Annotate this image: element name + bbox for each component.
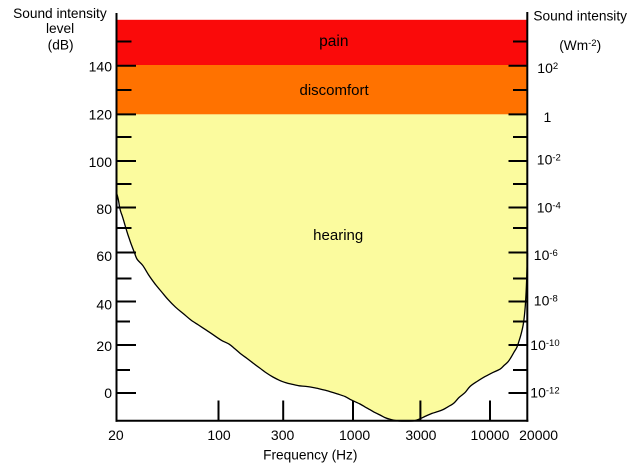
svg-text:20: 20 — [96, 338, 112, 354]
svg-text:10-2: 10-2 — [537, 151, 561, 167]
svg-text:60: 60 — [96, 248, 112, 264]
svg-text:120: 120 — [89, 106, 113, 122]
svg-text:3000: 3000 — [405, 427, 436, 443]
svg-text:level: level — [46, 21, 74, 36]
svg-text:1000: 1000 — [339, 427, 370, 443]
svg-text:10-12: 10-12 — [530, 385, 559, 401]
svg-text:10-10: 10-10 — [530, 337, 559, 353]
svg-text:discomfort: discomfort — [300, 82, 370, 99]
svg-text:10-8: 10-8 — [534, 293, 558, 309]
svg-text:10000: 10000 — [471, 427, 510, 443]
svg-text:1: 1 — [544, 109, 552, 125]
svg-text:(dB): (dB) — [48, 37, 74, 52]
svg-text:80: 80 — [96, 201, 112, 217]
svg-text:100: 100 — [207, 427, 231, 443]
svg-text:hearing: hearing — [313, 227, 363, 244]
svg-text:140: 140 — [89, 59, 113, 75]
svg-text:Sound intensity: Sound intensity — [533, 9, 627, 24]
svg-text:10-6: 10-6 — [534, 247, 558, 263]
svg-text:(Wm-2): (Wm-2) — [559, 38, 601, 53]
svg-text:100: 100 — [89, 154, 113, 170]
svg-text:pain: pain — [319, 33, 348, 50]
svg-text:10-4: 10-4 — [537, 199, 561, 215]
svg-text:Frequency (Hz): Frequency (Hz) — [263, 447, 357, 462]
svg-text:Sound intensity: Sound intensity — [13, 6, 107, 21]
svg-text:102: 102 — [537, 60, 558, 76]
svg-text:0: 0 — [104, 385, 112, 401]
svg-text:20: 20 — [108, 427, 124, 443]
svg-text:20000: 20000 — [519, 427, 558, 443]
svg-text:40: 40 — [96, 296, 112, 312]
svg-text:300: 300 — [271, 427, 295, 443]
